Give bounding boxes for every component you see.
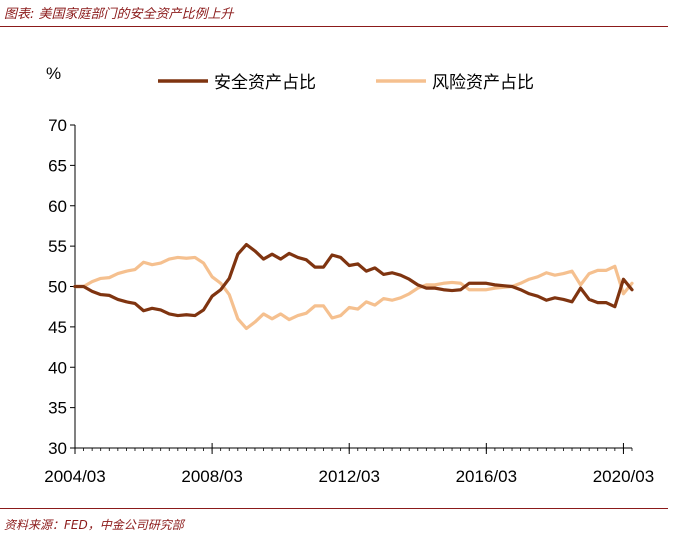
y-tick-label: 55 (48, 237, 67, 256)
x-tick-label: 2012/03 (318, 467, 379, 486)
legend: 安全资产占比 风险资产占比 (158, 73, 534, 93)
y-tick-label: 30 (48, 439, 67, 458)
x-tick-label: 2016/03 (456, 467, 517, 486)
figure-title: 图表: 美国家庭部门的安全资产比例上升 (4, 7, 234, 22)
legend-label-risk-assets: 风险资产占比 (432, 73, 534, 93)
series-layer (73, 242, 634, 331)
x-tick-label: 2004/03 (44, 467, 105, 486)
axes: 30 35 40 45 50 55 60 65 70% 2004/03 2008/03 2012/03… (44, 64, 654, 486)
y-tick-label: 70 (48, 116, 67, 135)
x-tick-label: 2008/03 (181, 467, 242, 486)
series-line-risk-assets (73, 255, 634, 331)
y-tick-label: 50 (48, 278, 67, 297)
y-tick-label: 40 (48, 358, 67, 377)
title-rule (0, 26, 668, 27)
legend-label-safe-assets: 安全资产占比 (214, 73, 316, 93)
y-tick-label: 45 (48, 318, 67, 337)
y-tick-label: 65 (48, 156, 67, 175)
series-line-safe-assets (73, 242, 634, 318)
y-axis-unit-label: % (46, 64, 61, 83)
y-tick-label: 60 (48, 197, 67, 216)
y-tick-label: 35 (48, 399, 67, 418)
x-tick-label: 2020/03 (593, 467, 654, 486)
source-rule (0, 508, 668, 509)
source-note: 资料来源：FED，中金公司研究部 (4, 518, 184, 532)
